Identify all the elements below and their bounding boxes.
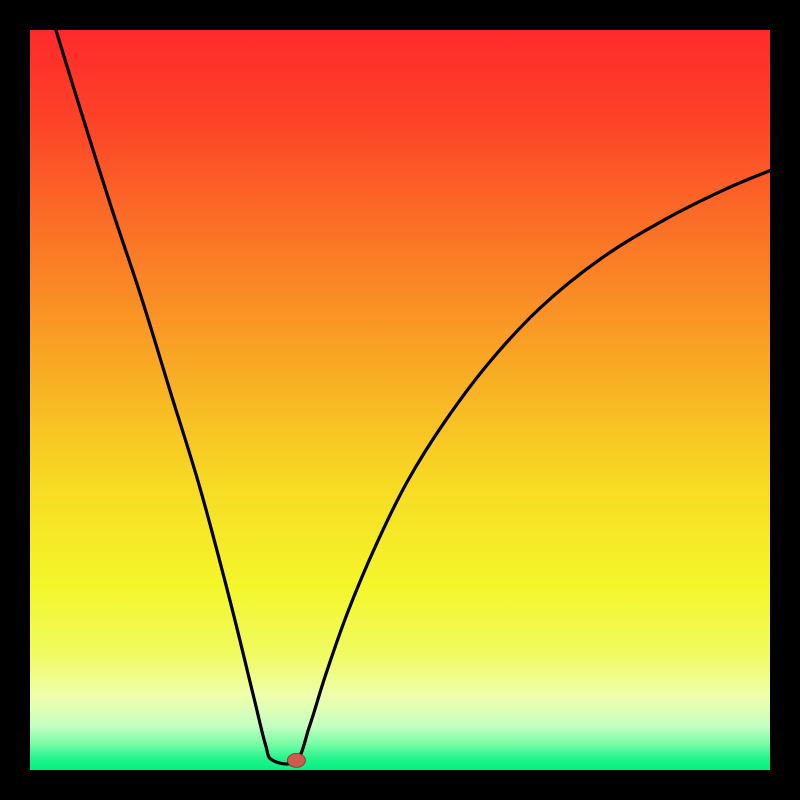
optimal-point-marker	[287, 753, 305, 767]
stage: TheBottleneck.com	[0, 0, 800, 800]
plot-background	[30, 30, 770, 770]
bottleneck-chart	[0, 0, 800, 800]
